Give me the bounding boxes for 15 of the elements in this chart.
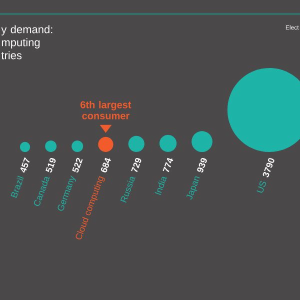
data-label: 519 <box>46 158 56 173</box>
category-label: Japan <box>186 176 200 200</box>
data-label: 729 <box>131 158 142 172</box>
data-label: 939 <box>197 158 207 172</box>
category-label: India <box>154 176 167 196</box>
category-label: US <box>256 180 266 193</box>
text: y demand: mputing tries <box>1 25 52 60</box>
category-label: Brazil <box>10 176 24 198</box>
data-label: 522 <box>72 158 83 173</box>
category-label: Russia <box>120 176 136 203</box>
text: 6th largest consumer <box>80 100 132 120</box>
data-label: 3790 <box>262 158 274 178</box>
data-label: 774 <box>162 158 174 172</box>
data-label: 457 <box>20 157 30 173</box>
data-label: 684 <box>100 158 111 172</box>
